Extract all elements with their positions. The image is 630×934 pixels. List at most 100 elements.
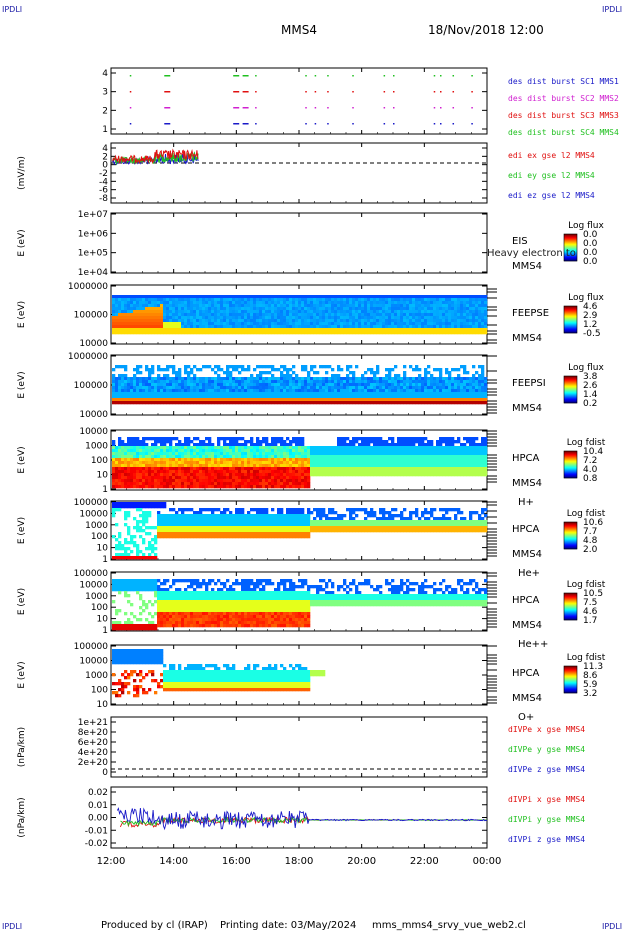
spectro-cell xyxy=(133,392,137,396)
spectro-cell xyxy=(157,325,161,329)
spectro-cell xyxy=(136,470,140,474)
spectro-cell xyxy=(223,307,227,311)
spectro-cell xyxy=(361,392,365,396)
spectro-cell xyxy=(340,325,344,329)
spectro-cell xyxy=(289,377,293,381)
spectro-cell xyxy=(211,383,215,387)
spectro-cell xyxy=(133,325,137,329)
spectro-cell xyxy=(256,377,260,381)
spectro-cell xyxy=(454,322,458,326)
spectro-cell xyxy=(382,307,386,311)
spectro-cell xyxy=(241,461,245,465)
spectro-cell xyxy=(367,319,371,323)
spectro-cell xyxy=(151,470,155,474)
spectro-cell xyxy=(304,449,308,453)
spectro-cell xyxy=(229,295,233,299)
spectro-cell xyxy=(442,310,446,314)
spectro-cell xyxy=(475,398,479,402)
spectro-cell xyxy=(340,307,344,311)
spectro-cell xyxy=(265,443,269,447)
spectro-cell xyxy=(349,310,353,314)
spectro-cell xyxy=(187,479,191,483)
y-axis-label: E (eV) xyxy=(17,371,27,398)
spectro-cell xyxy=(214,389,218,393)
spectro-cell xyxy=(412,316,416,320)
spectro-cell xyxy=(256,464,260,468)
spectro-cell xyxy=(286,458,290,462)
spectro-cell xyxy=(454,389,458,393)
spectro-cell xyxy=(175,476,179,480)
spectro-cell xyxy=(328,380,332,384)
y-axis-label: E (eV) xyxy=(17,301,27,328)
spectro-cell xyxy=(220,377,224,381)
spectro-cell xyxy=(193,319,197,323)
spectro-cell xyxy=(178,452,182,456)
spectro-cell xyxy=(391,325,395,329)
spectro-cell xyxy=(343,304,347,308)
burst-mark xyxy=(393,123,395,125)
spectro-cell xyxy=(346,310,350,314)
spectro-cell xyxy=(400,301,404,305)
spectro-cell xyxy=(142,328,146,332)
spectro-cell xyxy=(187,365,191,369)
spectro-cell xyxy=(439,316,443,320)
colorbar-frame xyxy=(563,450,578,479)
spectro-cell xyxy=(157,458,161,462)
spectro-cell xyxy=(244,383,248,387)
spectro-cell xyxy=(460,392,464,396)
spectro-cell xyxy=(388,298,392,302)
spectro-cell xyxy=(166,461,170,465)
colorbar-segment xyxy=(564,601,577,603)
spectro-cell xyxy=(382,392,386,396)
spectro-cell xyxy=(439,389,443,393)
spectro-cell xyxy=(160,455,164,459)
spectro-cell xyxy=(130,383,134,387)
spectro-cell xyxy=(238,473,242,477)
colorbar-segment xyxy=(564,331,577,333)
spectro-cell xyxy=(283,377,287,381)
spectro-cell xyxy=(199,440,203,444)
spectro-cell xyxy=(133,377,137,381)
spectro-cell xyxy=(463,368,467,372)
spectro-cell xyxy=(418,307,422,311)
spectro-cell xyxy=(295,485,299,489)
spectro-cell xyxy=(379,331,383,335)
spectro-cell xyxy=(148,316,152,320)
spectro-cell xyxy=(220,307,224,311)
colorbar-segment xyxy=(564,255,577,257)
spectro-cell xyxy=(481,380,485,384)
spectro-cell xyxy=(457,377,461,381)
y-axis-label: E (eV) xyxy=(17,446,27,473)
spectro-cell xyxy=(193,295,197,299)
spectro-cell xyxy=(430,386,434,390)
spectro-cell xyxy=(205,464,209,468)
spectro-cell xyxy=(175,322,179,326)
spectro-cell xyxy=(460,316,464,320)
spectro-cell xyxy=(409,392,413,396)
spectro-cell xyxy=(199,310,203,314)
spectro-cell xyxy=(241,331,245,335)
spectro-cell xyxy=(127,443,131,447)
spectro-cell xyxy=(403,316,407,320)
spectro-cell xyxy=(235,313,239,317)
spectro-cell xyxy=(154,440,158,444)
spectro-cell xyxy=(478,307,482,311)
spectro-cell xyxy=(187,470,191,474)
spectro-cell xyxy=(307,398,311,402)
spectro-cell xyxy=(469,386,473,390)
spectro-cell xyxy=(130,310,134,314)
spectro-cell xyxy=(121,316,125,320)
spectro-cell xyxy=(208,476,212,480)
spectro-cell xyxy=(166,449,170,453)
spectro-cell xyxy=(178,458,182,462)
spectro-cell xyxy=(184,301,188,305)
spectro-cell xyxy=(277,479,281,483)
spectro-cell xyxy=(424,392,428,396)
spectro-cell xyxy=(361,298,365,302)
spectro-cell xyxy=(160,449,164,453)
spectro-cell xyxy=(328,383,332,387)
spectro-cell xyxy=(247,470,251,474)
spectro-cell xyxy=(319,316,323,320)
spectro-cell xyxy=(388,386,392,390)
spectro-cell xyxy=(427,380,431,384)
